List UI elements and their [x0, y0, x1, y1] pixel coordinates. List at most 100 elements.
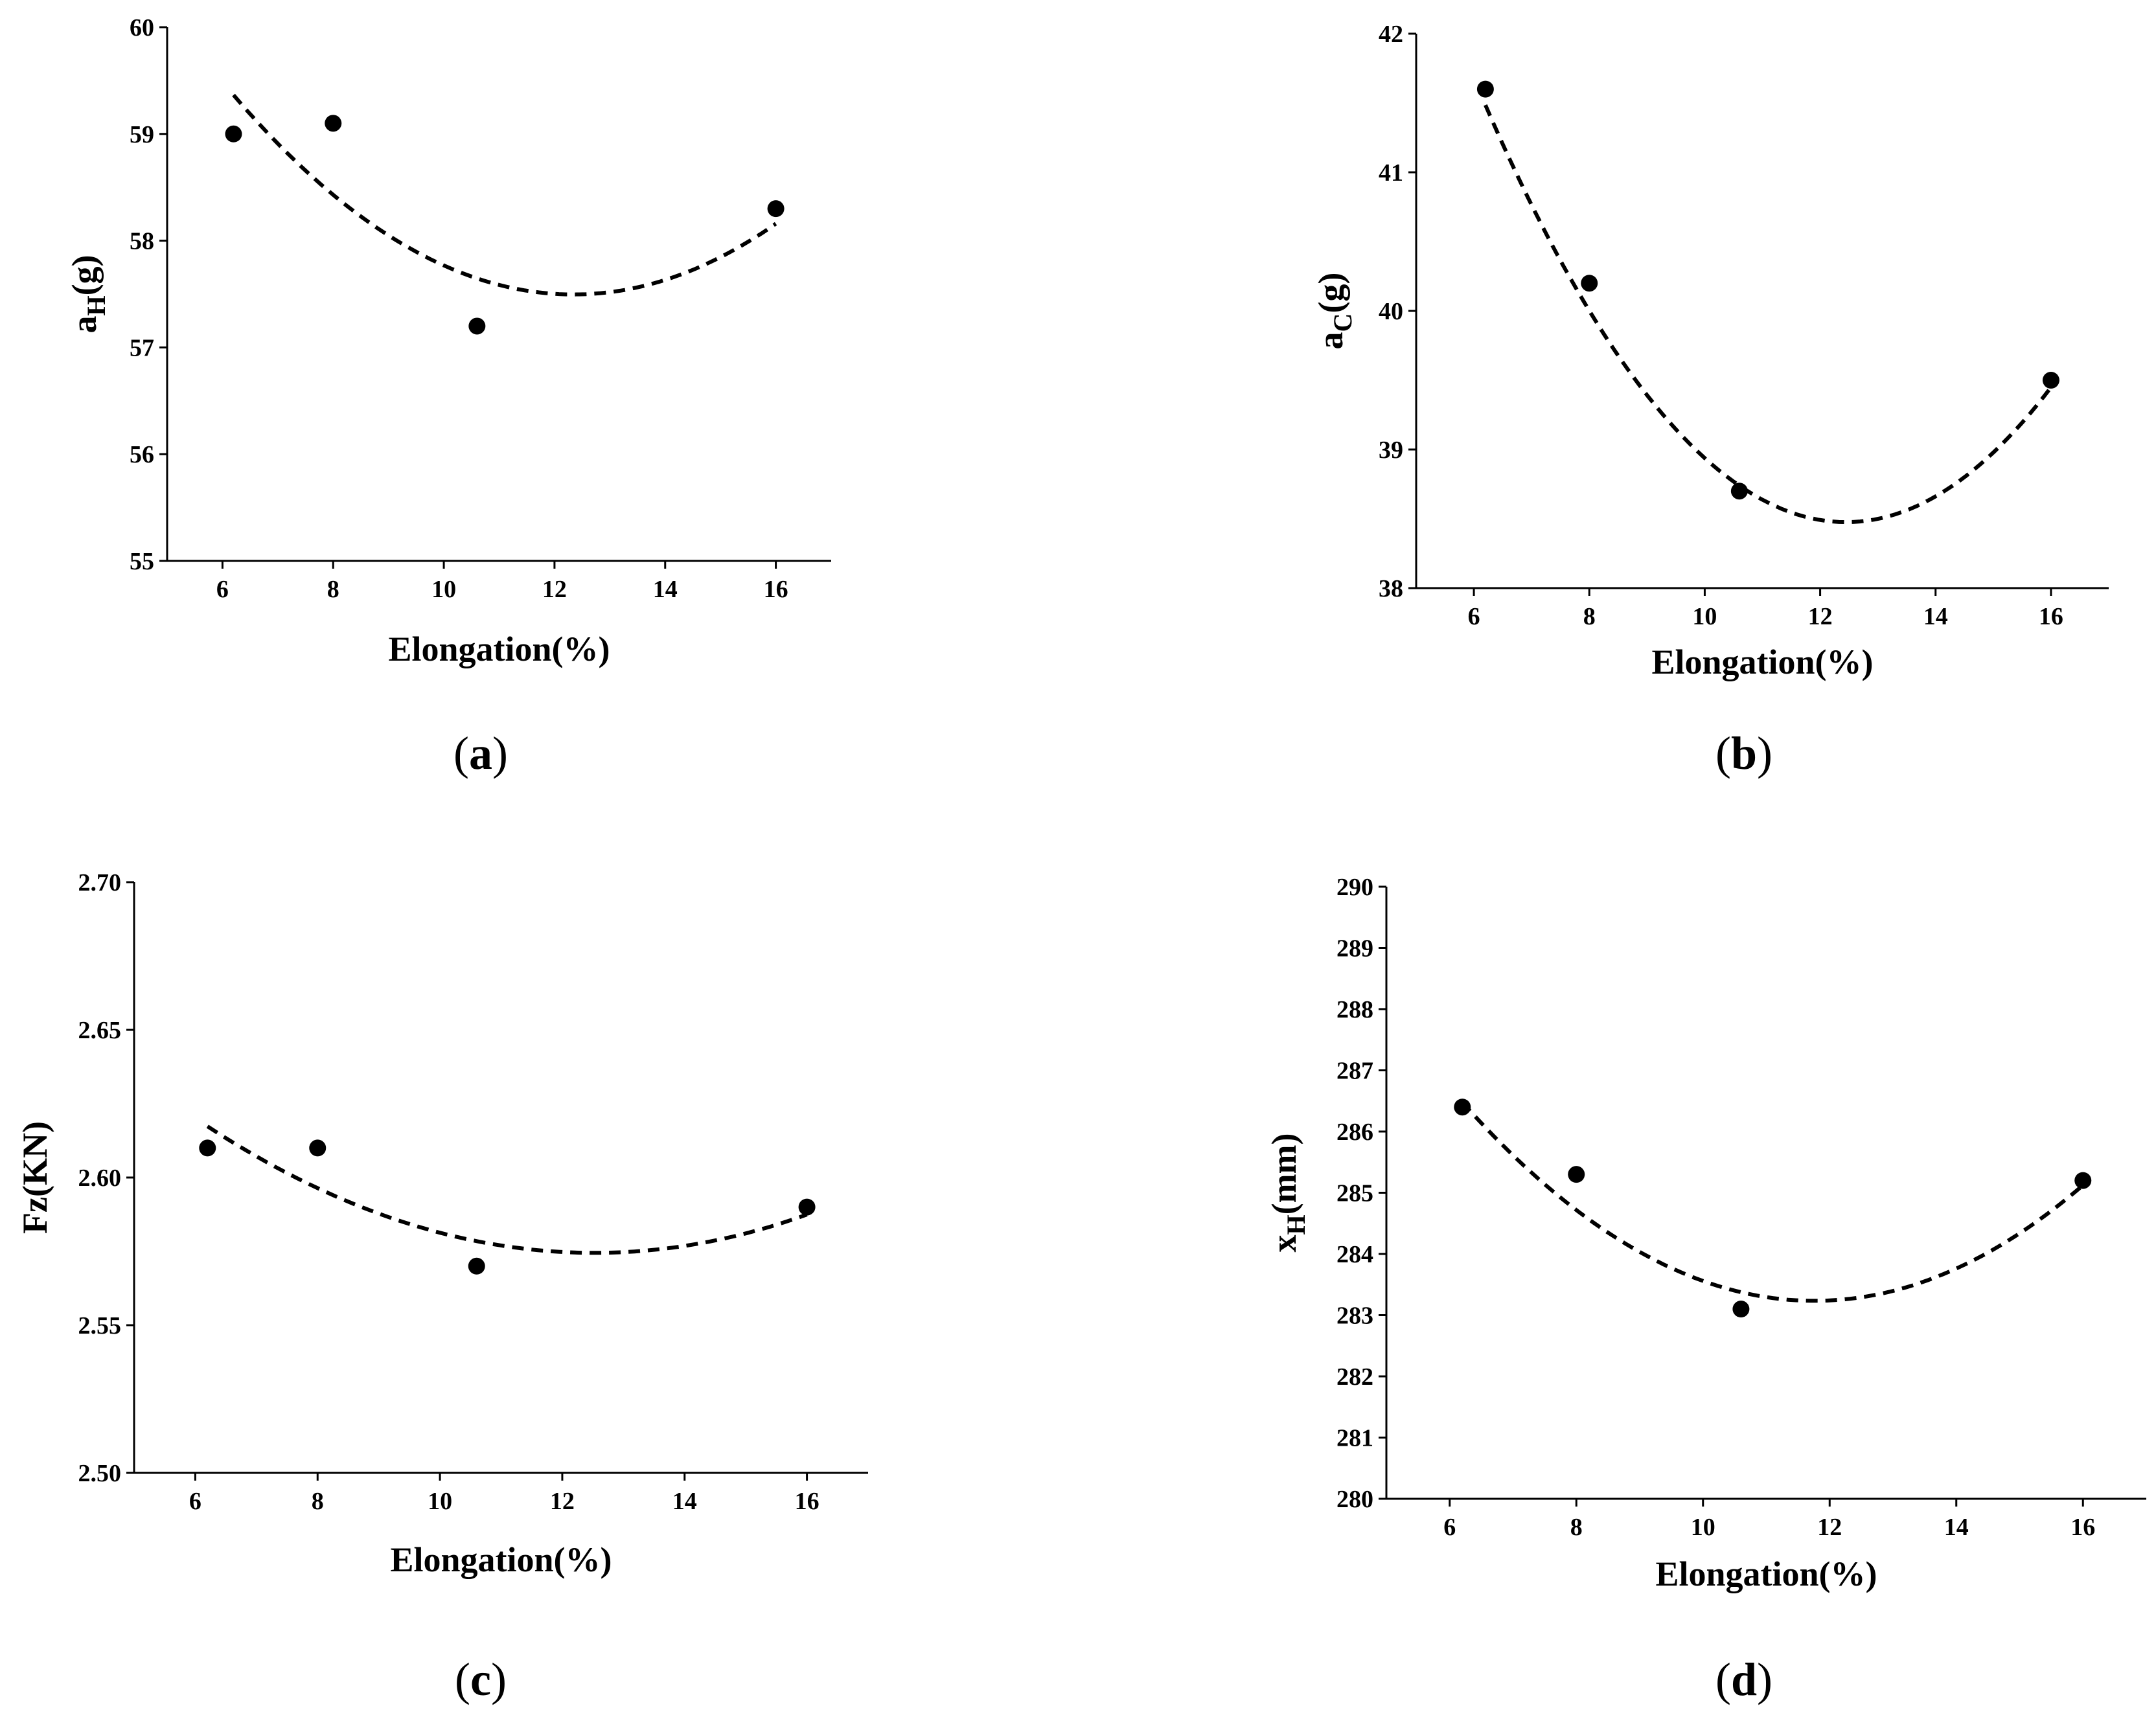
b-data-point-3	[1730, 483, 1748, 500]
d-data-point-4	[2074, 1172, 2092, 1189]
a-data-point-1	[225, 125, 242, 142]
d-x-axis-label: Elongation(%)	[1655, 1554, 1877, 1593]
b-data-point-2	[1581, 275, 1598, 292]
d-y-axis-label-sub: H	[1281, 1214, 1311, 1235]
b-x-tick-label: 10	[1692, 603, 1717, 630]
c-y-axis-label-main: Fz(KN)	[16, 1121, 54, 1234]
b-y-tick-label: 39	[1379, 437, 1403, 464]
d-y-tick-label: 286	[1336, 1119, 1373, 1146]
d-data-point-3	[1732, 1301, 1750, 1318]
b-x-tick-label: 6	[1468, 603, 1480, 630]
d-y-tick-label: 285	[1336, 1180, 1373, 1207]
c-data-point-3	[468, 1257, 485, 1275]
c-y-tick-label: 2.65	[78, 1017, 122, 1044]
c-data-point-4	[798, 1198, 816, 1216]
d-y-axis-label-main: x	[1265, 1235, 1303, 1253]
c-y-tick-label: 2.60	[78, 1165, 122, 1192]
c-y-tick-label: 2.55	[78, 1312, 122, 1339]
d-y-tick-label: 282	[1336, 1363, 1373, 1391]
d-y-tick-label: 290	[1336, 874, 1373, 901]
a-y-axis-label-main: a	[65, 316, 104, 334]
a-x-tick-label: 12	[542, 576, 567, 603]
a-y-tick-label: 57	[130, 334, 154, 361]
d-y-tick-label: 283	[1336, 1303, 1373, 1330]
b-fit-curve	[1484, 104, 2053, 525]
d-data-point-1	[1454, 1099, 1471, 1116]
d-y-tick-label: 281	[1336, 1425, 1373, 1452]
d-x-tick-label: 12	[1817, 1514, 1842, 1541]
caption-c-letter: c	[470, 1654, 491, 1705]
b-y-tick-label: 42	[1379, 21, 1403, 48]
d-x-tick-label: 14	[1944, 1514, 1969, 1541]
c-x-tick-label: 8	[312, 1488, 324, 1515]
d-y-tick-label: 289	[1336, 935, 1373, 962]
d-x-tick-label: 10	[1691, 1514, 1715, 1541]
d-y-tick-label: 280	[1336, 1486, 1373, 1513]
d-x-tick-label: 8	[1570, 1514, 1583, 1541]
a-x-tick-label: 14	[653, 576, 678, 603]
d-x-tick-label: 6	[1443, 1514, 1456, 1541]
b-x-tick-label: 12	[1808, 603, 1833, 630]
d-data-point-2	[1568, 1166, 1585, 1183]
b-x-tick-label: 16	[2039, 603, 2063, 630]
c-data-point-2	[309, 1139, 327, 1157]
a-x-tick-label: 6	[216, 576, 229, 603]
a-x-tick-label: 10	[431, 576, 456, 603]
b-y-tick-label: 38	[1379, 575, 1403, 602]
a-data-point-3	[468, 317, 486, 335]
caption-a: (a)	[453, 727, 508, 779]
a-x-tick-label: 16	[764, 576, 788, 603]
b-y-tick-label: 41	[1379, 159, 1403, 187]
c-x-tick-label: 14	[672, 1488, 697, 1515]
a-y-tick-label: 60	[130, 14, 154, 41]
d-fit-curve	[1461, 1100, 2085, 1303]
d-x-tick-label: 16	[2070, 1514, 2095, 1541]
a-x-axis-label: Elongation(%)	[388, 630, 610, 668]
a-y-tick-label: 59	[130, 121, 154, 148]
a-data-point-2	[325, 115, 342, 132]
c-x-tick-label: 6	[189, 1488, 201, 1515]
a-y-tick-label: 56	[130, 441, 154, 468]
a-y-axis-label: aH(g)	[65, 255, 111, 333]
caption-c: (c)	[455, 1654, 507, 1705]
c-y-tick-label: 2.50	[78, 1460, 122, 1487]
b-y-axis-label-main: a	[1311, 332, 1350, 349]
d-y-tick-label: 288	[1336, 996, 1373, 1023]
b-y-tick-label: 40	[1379, 298, 1403, 325]
c-fit-curve	[206, 1124, 808, 1255]
a-y-axis-label-suffix: (g)	[65, 255, 104, 295]
d-y-tick-label: 284	[1336, 1241, 1373, 1268]
caption-b-letter: b	[1730, 727, 1758, 779]
a-y-axis-label-sub: H	[82, 295, 111, 315]
d-y-tick-label: 287	[1336, 1058, 1373, 1085]
c-x-tick-label: 12	[550, 1488, 575, 1515]
b-y-axis-label: aC(g)	[1311, 273, 1357, 350]
a-data-point-4	[767, 200, 785, 218]
b-y-axis-label-sub: C	[1328, 313, 1357, 332]
a-y-tick-label: 55	[130, 548, 154, 575]
b-x-tick-label: 8	[1583, 603, 1596, 630]
b-data-point-4	[2042, 372, 2059, 389]
caption-b: (b)	[1715, 727, 1773, 779]
b-x-axis-label: Elongation(%)	[1651, 643, 1873, 681]
a-fit-curve	[232, 93, 777, 297]
a-y-tick-label: 58	[130, 228, 154, 255]
c-x-tick-label: 16	[795, 1488, 820, 1515]
b-data-point-1	[1476, 80, 1494, 98]
c-y-axis-label: Fz(KN)	[16, 1121, 54, 1234]
c-x-tick-label: 10	[428, 1488, 452, 1515]
a-x-tick-label: 8	[327, 576, 339, 603]
b-y-axis-label-suffix: (g)	[1311, 273, 1350, 313]
d-y-axis-label: xH(mm)	[1265, 1133, 1311, 1252]
c-y-tick-label: 2.70	[78, 869, 122, 896]
caption-d: (d)	[1715, 1654, 1773, 1705]
b-x-tick-label: 14	[1923, 603, 1948, 630]
c-x-axis-label: Elongation(%)	[390, 1540, 612, 1579]
c-data-point-1	[199, 1139, 216, 1157]
caption-d-letter: d	[1730, 1654, 1758, 1705]
